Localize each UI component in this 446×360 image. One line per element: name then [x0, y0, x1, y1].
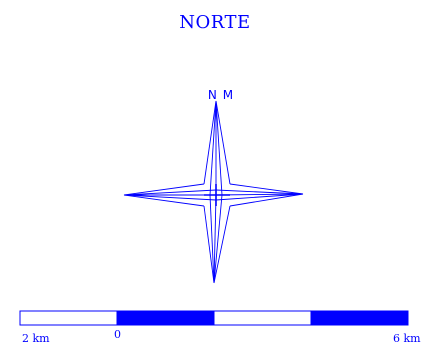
compass-line	[209, 100, 217, 196]
compass-line	[209, 194, 215, 284]
compass-line	[203, 205, 215, 284]
scale-bar-segment	[213, 310, 312, 326]
compass-line	[123, 194, 205, 207]
scale-label-right: 6 km	[393, 332, 421, 345]
compass-line	[213, 194, 223, 284]
scale-label-zero: 0	[114, 328, 121, 341]
compass-line	[215, 100, 231, 185]
north-magnetic-label: N M	[207, 88, 235, 102]
scale-bar-segment	[116, 310, 215, 326]
map-title: NORTE	[179, 12, 251, 33]
compass-line	[215, 193, 304, 201]
compass-line	[123, 183, 205, 196]
compass-line	[123, 189, 217, 196]
compass-line	[215, 193, 304, 196]
compass-line	[229, 183, 304, 195]
compass-line	[203, 100, 217, 185]
scale-bar-segment	[19, 310, 118, 326]
compass-line	[229, 193, 304, 207]
scale-label-left: 2 km	[22, 332, 50, 345]
scale-bar-segment	[310, 310, 409, 326]
compass-line	[213, 194, 217, 284]
compass-line	[123, 194, 217, 201]
compass-line	[213, 205, 231, 284]
compass-line	[215, 189, 304, 195]
compass-line	[215, 100, 223, 196]
